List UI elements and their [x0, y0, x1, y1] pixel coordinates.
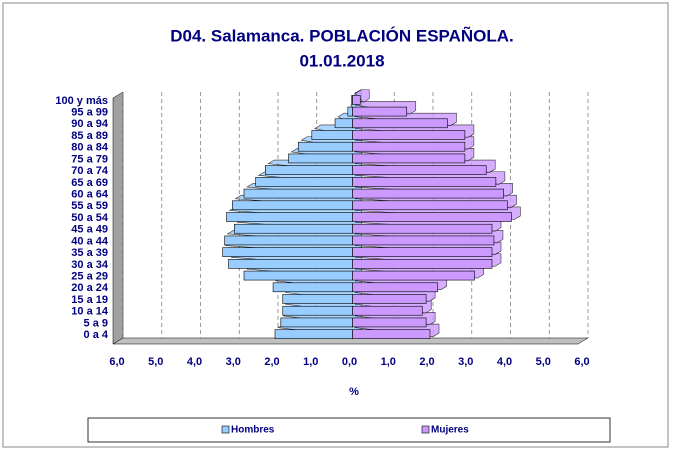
bar	[255, 177, 353, 187]
bar	[224, 235, 353, 246]
y-tick-label: 75 a 79	[71, 153, 108, 165]
y-tick-label: 15 a 19	[71, 294, 108, 306]
bar	[226, 212, 353, 222]
y-tick-label: 100 y más	[55, 95, 108, 107]
bar	[282, 294, 353, 304]
legend-label: Hombres	[231, 425, 275, 436]
bar	[232, 200, 353, 211]
bar	[352, 106, 408, 117]
legend	[87, 417, 611, 443]
x-tick-label: 5,0	[148, 356, 163, 368]
bar	[234, 223, 353, 234]
bar	[274, 329, 353, 339]
x-tick-label: 4,0	[187, 356, 202, 368]
bar	[243, 188, 353, 199]
bar	[352, 270, 475, 281]
bar	[297, 141, 353, 152]
x-tick-label: 1,0	[303, 356, 318, 368]
bar	[352, 329, 431, 339]
y-tick-label: 90 a 94	[71, 118, 109, 130]
x-tick-label: 6,0	[109, 356, 124, 368]
bar	[228, 259, 353, 269]
y-tick-label: 60 a 64	[71, 188, 109, 200]
x-tick-label: 6,0	[574, 356, 589, 368]
bar	[352, 294, 427, 304]
chart-subtitle: 01.01.2018	[299, 51, 384, 70]
x-axis-label: %	[349, 386, 359, 398]
bar	[352, 235, 495, 246]
bar	[352, 141, 466, 152]
y-tick-label: 25 a 29	[71, 270, 108, 282]
y-tick-label: 40 a 44	[71, 235, 109, 247]
bar	[352, 177, 497, 187]
x-tick-label: 1,0	[381, 356, 396, 368]
bar	[334, 118, 353, 129]
y-tick-label: 10 a 14	[71, 306, 109, 318]
y-tick-label: 20 a 24	[71, 282, 109, 294]
legend-swatch	[421, 425, 430, 434]
x-tick-label: 3,0	[226, 356, 241, 368]
bar-depth	[355, 89, 370, 103]
bar	[352, 200, 508, 211]
bar	[352, 247, 493, 257]
y-tick-label: 5 a 9	[84, 317, 108, 329]
bar	[352, 223, 493, 234]
legend-label: Mujeres	[431, 425, 469, 436]
left-wall	[112, 91, 124, 345]
x-tick-label: 2,0	[419, 356, 434, 368]
y-tick-label: 50 a 54	[71, 212, 109, 224]
bar	[352, 282, 439, 293]
x-tick-label: 4,0	[497, 356, 512, 368]
x-tick-label: 3,0	[458, 356, 473, 368]
bar	[352, 165, 487, 175]
y-tick-label: 30 a 34	[71, 259, 109, 271]
bar	[288, 153, 353, 164]
y-tick-label: 65 a 69	[71, 177, 108, 189]
bar	[222, 247, 353, 257]
bar	[352, 305, 423, 316]
y-tick-label: 0 a 4	[84, 329, 109, 341]
x-tick-label: 2,0	[264, 356, 279, 368]
bar	[352, 130, 466, 140]
y-tick-label: 95 a 99	[71, 106, 108, 118]
bar	[352, 317, 427, 328]
y-tick-label: 55 a 59	[71, 200, 108, 212]
bar	[272, 282, 353, 293]
bar	[243, 270, 353, 281]
y-tick-label: 70 a 74	[71, 165, 109, 177]
bar	[265, 165, 353, 175]
bar	[352, 95, 361, 105]
y-tick-label: 45 a 49	[71, 224, 108, 236]
y-tick-label: 35 a 39	[71, 247, 108, 259]
chart-title: D04. Salamanca. POBLACIÓN ESPAÑOLA.	[170, 25, 514, 45]
bar	[347, 106, 353, 117]
bar	[311, 130, 353, 140]
bar	[352, 188, 504, 199]
bar	[280, 317, 353, 328]
y-tick-label: 80 a 84	[71, 142, 109, 154]
y-tick-label: 85 a 89	[71, 130, 108, 142]
bar	[352, 153, 466, 164]
legend-swatch	[221, 425, 230, 434]
x-tick-label: 0,0	[342, 356, 357, 368]
bar	[352, 212, 512, 222]
x-tick-label: 5,0	[536, 356, 551, 368]
bar	[352, 259, 493, 269]
bar	[282, 305, 353, 316]
bar	[352, 118, 448, 129]
